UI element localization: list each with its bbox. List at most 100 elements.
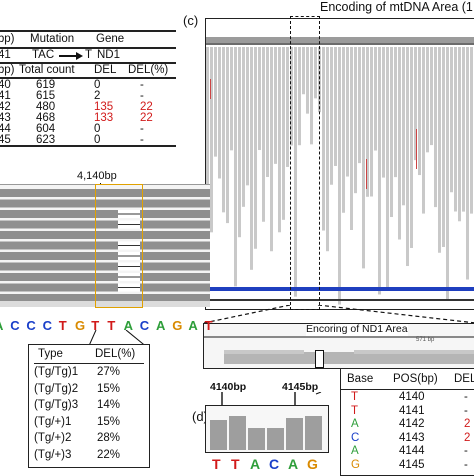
read-bar [0, 210, 210, 218]
sub-head-del: DEL [94, 64, 117, 76]
mutation-row-total: 623 [36, 134, 56, 146]
reads-position-label: 4,140bp [77, 170, 117, 182]
sequence-base: A [188, 318, 198, 333]
igv-read-column [342, 47, 345, 213]
igv-read-column [338, 47, 341, 305]
sequence-base: C [139, 318, 150, 333]
mutation-row-del: 135 [94, 101, 114, 113]
pos-row-del: - [464, 391, 468, 403]
pos-row-base: C [351, 431, 360, 444]
igv-read-column [446, 47, 449, 300]
panel-d-base: T [212, 456, 221, 472]
pos-row-pos: 4144 [399, 445, 425, 457]
read-deletion-line [118, 287, 140, 288]
type-row-pct: 14% [97, 399, 121, 411]
mutation-row-del: 133 [94, 112, 114, 124]
sub-head-bp: (bp) [0, 64, 15, 76]
panel-d-pos-right: 4145bp [282, 381, 319, 393]
sequence-base: T [107, 318, 116, 333]
mutation-gene: ND1 [97, 49, 121, 61]
igv-read-column [282, 47, 285, 220]
pos-row-base: T [351, 404, 359, 417]
pos-row-del: 2 [464, 418, 471, 430]
nd1-coverage-hump [224, 350, 304, 354]
igv-read-column [290, 47, 293, 146]
panel-c-label: (c) [183, 13, 199, 28]
nd1-coverage-track [204, 336, 474, 364]
pos-row-del: - [464, 404, 468, 417]
read-bar [0, 231, 210, 239]
pos-head-del: DEL [454, 373, 474, 385]
pos-row-pos: 4145 [399, 458, 425, 471]
igv-read-column [310, 47, 313, 145]
read-bar [0, 252, 210, 260]
mutation-row-del: 0 [94, 123, 101, 135]
igv-read-column [266, 47, 269, 177]
igv-read-column [234, 47, 237, 287]
igv-read-column [426, 47, 429, 153]
type-row-name: (Tg/Tg)1 [34, 366, 79, 378]
nd1-ruler-label: 571 bp [416, 337, 435, 343]
igv-read-pileup [206, 19, 474, 309]
col-head-bp: (bp) [0, 33, 15, 45]
igv-read-column [442, 47, 445, 247]
pos-row-base: G [351, 458, 360, 471]
panel-d-connector [221, 392, 322, 406]
igv-read-column [378, 47, 381, 295]
sequence-base: T [58, 318, 67, 333]
igv-read-column [278, 47, 281, 233]
igv-read-column [250, 47, 253, 270]
igv-read-column [230, 47, 233, 151]
reads-alignment-panel [0, 184, 210, 307]
panel-d-base: A [250, 456, 261, 472]
igv-read-column [410, 47, 413, 248]
panel-d-bar [229, 416, 246, 450]
igv-read-column [218, 47, 221, 179]
sequence-base: T [91, 318, 100, 333]
igv-coverage-edge [206, 43, 474, 45]
pos-row-del: - [464, 458, 468, 471]
igv-read-column [466, 47, 469, 280]
panel-d-bar [305, 416, 322, 450]
nd1-title: Encoring of ND1 Area [306, 323, 408, 336]
mutation-row-total: 468 [36, 112, 56, 124]
igv-gene-track [206, 287, 474, 291]
igv-read-column [306, 47, 309, 114]
mutation-row-pct: - [140, 79, 144, 91]
igv-read-column [210, 47, 213, 233]
sequence-base: A [0, 318, 3, 333]
sequence-base: C [10, 318, 20, 333]
type-row-name: (Tg/Tg)3 [34, 399, 79, 411]
igv-read-column [334, 47, 337, 166]
igv-mismatch [416, 129, 417, 169]
mutation-row-pct: - [140, 134, 144, 146]
igv-read-column [262, 47, 265, 222]
sub-head-total: Total count [19, 64, 75, 76]
igv-read-column [434, 47, 437, 208]
sub-head-del-pct: DEL(%) [128, 64, 169, 76]
panel-d-base: A [288, 456, 299, 472]
mutation-row-pos: 40 [0, 79, 11, 91]
igv-read-column [214, 47, 217, 157]
mutation-row-del: 2 [94, 90, 101, 102]
mutation-row-del: 0 [94, 79, 101, 91]
igv-read-column [386, 47, 389, 288]
read-bar [0, 199, 210, 208]
igv-read-column [470, 47, 473, 214]
read-deletion-line [118, 213, 140, 215]
del-type-table: Type DEL(%) (Tg/Tg)1 27% (Tg/Tg)2 15% (Tg/Tg… [28, 344, 150, 468]
sequence-base: A [123, 318, 133, 333]
igv-read-column [294, 47, 297, 297]
mutation-from: TAC [32, 49, 55, 61]
mutation-row-total: 604 [36, 123, 56, 135]
pos-head-base: Base [347, 373, 374, 385]
arrow-right-icon [59, 52, 83, 60]
igv-read-column [274, 47, 277, 164]
read-bar [0, 220, 210, 229]
igv-genome-view [205, 18, 474, 310]
nd1-region-view: Encoring of ND1 Area 571 bp [203, 323, 474, 369]
nd1-ruler-line [204, 336, 474, 338]
mutation-row-pos: 42 [0, 101, 11, 113]
pos-row-pos: 4143 [399, 431, 425, 444]
igv-mismatch [366, 159, 367, 189]
